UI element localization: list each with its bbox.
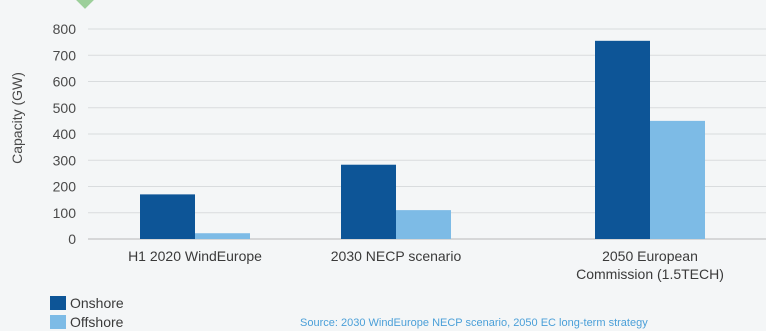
- x-axis-categories: H1 2020 WindEurope 2030 NECP scenario 2050…: [128, 248, 724, 282]
- bar-onshore-1: [341, 164, 396, 239]
- legend: Onshore Offshore: [50, 293, 124, 331]
- y-axis-label: Capacity (GW): [9, 72, 25, 164]
- legend-item-offshore: Offshore: [50, 312, 124, 331]
- y-tick-label-0: 0: [68, 231, 76, 247]
- bar-onshore-2: [595, 40, 650, 239]
- y-tick-label-300: 300: [53, 152, 77, 168]
- legend-item-onshore: Onshore: [50, 293, 124, 312]
- bar-offshore-0: [195, 233, 250, 239]
- grid-lines: [88, 28, 766, 240]
- y-tick-label-700: 700: [53, 47, 77, 63]
- legend-swatch-offshore: [50, 314, 66, 329]
- y-tick-label-800: 800: [53, 21, 77, 37]
- bar-offshore-2: [650, 120, 705, 239]
- y-tick-label-400: 400: [53, 126, 77, 142]
- legend-label-onshore: Onshore: [70, 294, 124, 311]
- bar-offshore-1: [396, 210, 451, 239]
- y-tick-label-100: 100: [53, 205, 77, 221]
- y-tick-label-500: 500: [53, 100, 77, 116]
- bar-onshore-0: [140, 194, 195, 239]
- legend-swatch-onshore: [50, 295, 66, 310]
- x-category-label-1-0: 2030 NECP scenario: [331, 248, 462, 264]
- bars: [140, 40, 705, 239]
- y-axis-ticks: 0 100 200 300 400 500 600 700 800: [53, 21, 77, 247]
- y-tick-label-600: 600: [53, 74, 77, 90]
- y-tick-label-200: 200: [53, 179, 77, 195]
- bar-chart: 0 100 200 300 400 500 600 700 800 H1 2020 WindEu…: [9, 21, 766, 282]
- x-category-label-2-1: Commission (1.5TECH): [576, 266, 724, 282]
- source-note: Source: 2030 WindEurope NECP scenario, 2…: [300, 317, 648, 329]
- x-category-label-2-0: 2050 European: [602, 248, 698, 264]
- legend-label-offshore: Offshore: [70, 313, 124, 330]
- x-category-label-0-0: H1 2020 WindEurope: [128, 248, 262, 264]
